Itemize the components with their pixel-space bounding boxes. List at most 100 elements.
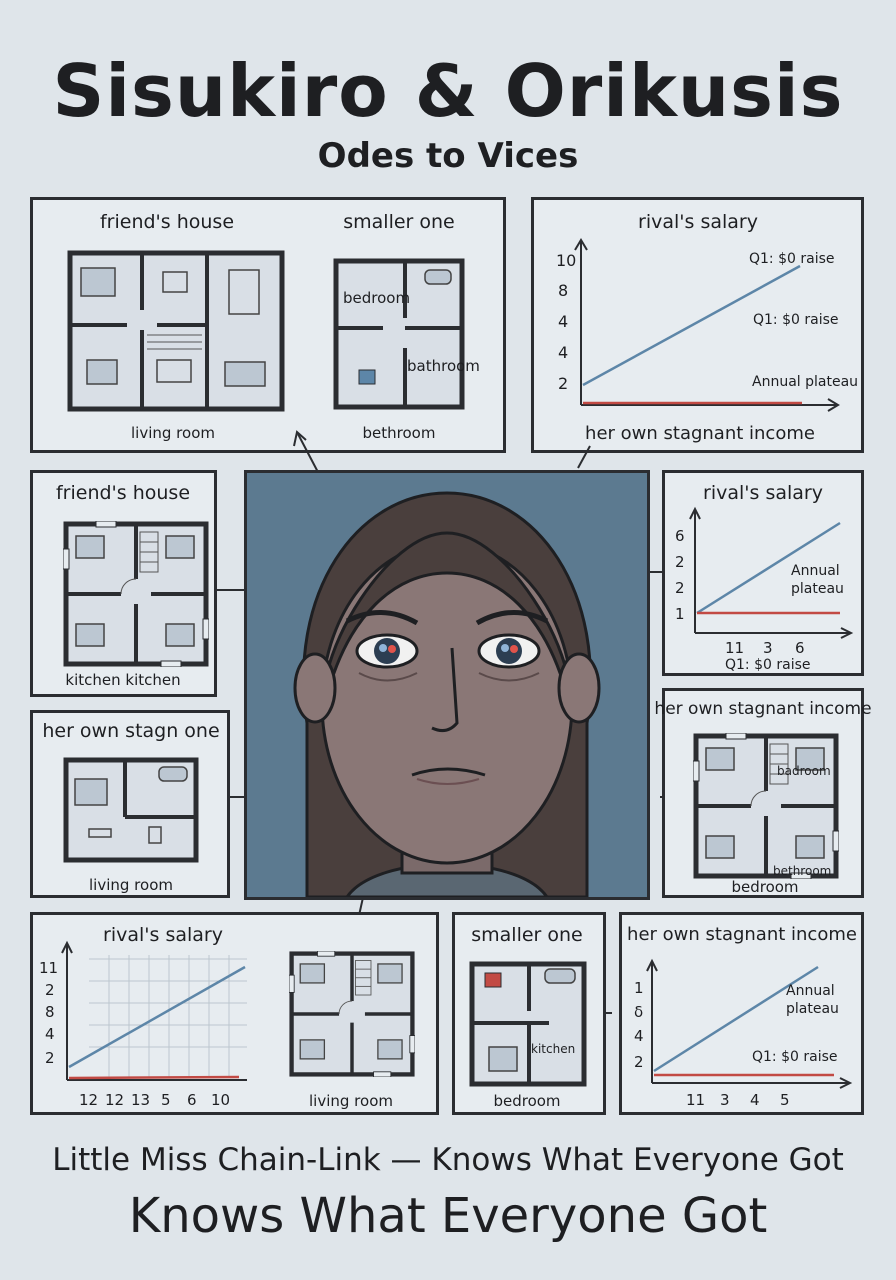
caption-rivals-salary-2: rival's salary bbox=[703, 482, 823, 504]
panel-rival-salary-chart: rival's salary 10 8 4 4 2 Q1: $0 raise Q… bbox=[531, 197, 864, 453]
plan-label-badroom: badroom bbox=[777, 764, 831, 778]
y-tick-3: 4 bbox=[558, 312, 568, 331]
x-tick-1: 11 bbox=[725, 639, 744, 657]
poster-subtitle: Odes to Vices bbox=[317, 136, 579, 176]
friends-house-floor-plan bbox=[67, 250, 285, 412]
y-tick-3: 2 bbox=[675, 579, 685, 597]
rival-salary-line-4 bbox=[653, 965, 819, 1073]
stagnant-home-floor-plan bbox=[693, 733, 839, 879]
panel-own-stagnant-income-chart: her own stagnant income 1 δ 4 2 11 3 4 5… bbox=[619, 912, 864, 1115]
panel-rival-salary-grid: rival's salary 11 2 8 4 2 12 12 13 5 6 1… bbox=[30, 912, 439, 1115]
room-label-bedroom: bedroom bbox=[731, 878, 799, 896]
annotation-annual-plateau: Annual plateau bbox=[752, 374, 858, 390]
mouth bbox=[411, 767, 486, 777]
salary-chart: 10 8 4 4 2 Q1: $0 raise Q1: $0 raise Ann… bbox=[556, 238, 858, 412]
x-tick-5: 6 bbox=[187, 1091, 197, 1109]
friends-house-floor-plan-2 bbox=[63, 521, 209, 667]
footer-tagline: Little Miss Chain-Link — Knows What Ever… bbox=[52, 1142, 844, 1178]
panel-own-stagnant-income-home: her own stagnant income badroom bethroom… bbox=[654, 688, 872, 898]
caption-her-own-stagn-one: her own stagn one bbox=[42, 720, 220, 742]
salary-grid-chart: 11 2 8 4 2 12 12 13 5 6 10 bbox=[39, 940, 247, 1109]
y-tick-4: 4 bbox=[45, 1025, 55, 1043]
y-tick-4: 1 bbox=[675, 605, 685, 623]
right-eyebrow bbox=[475, 610, 549, 626]
panel-rival-salary-chart-2: rival's salary 6 2 2 1 11 3 6 Annual pla… bbox=[662, 470, 864, 676]
panel-own-home: her own stagn one living room bbox=[30, 710, 230, 898]
caption-friends-house-2: friend's house bbox=[55, 482, 191, 504]
annotation-annual: Annual bbox=[791, 563, 840, 579]
y-tick-1: 6 bbox=[675, 527, 685, 545]
caption-her-own-stagnant-income-2: her own stagnant income bbox=[627, 924, 857, 945]
x-tick-2: 3 bbox=[763, 639, 773, 657]
y-tick-3: 4 bbox=[634, 1027, 644, 1045]
annotation-q1-raise: Q1: $0 raise bbox=[725, 657, 811, 673]
y-tick-1: 10 bbox=[556, 251, 576, 270]
own-income-line-3 bbox=[68, 1075, 240, 1080]
rival-salary-line bbox=[582, 264, 801, 387]
right-eye-heart-icon bbox=[510, 645, 518, 653]
panel-friends-house-2: friend's house kitchen kitchen bbox=[30, 470, 217, 697]
panel-smaller-one-2: smaller one kitchen bedroom bbox=[452, 912, 606, 1115]
right-eye-like-icon bbox=[501, 644, 509, 652]
x-tick-1: 11 bbox=[686, 1091, 705, 1109]
room-label-bedroom-2: bedroom bbox=[493, 1092, 561, 1110]
rival-salary-line-2 bbox=[696, 521, 841, 615]
plan-label-bethroom: bethroom bbox=[773, 864, 832, 878]
y-tick-2: 2 bbox=[45, 981, 55, 999]
x-tick-1: 12 bbox=[79, 1091, 98, 1109]
annotation-q1-raise: Q1: $0 raise bbox=[752, 1049, 838, 1065]
stagnant-income-chart: 1 δ 4 2 11 3 4 5 Annual plateau Q1: $0 r… bbox=[634, 958, 853, 1109]
y-tick-2: δ bbox=[634, 1003, 643, 1021]
annotation-plateau: plateau bbox=[791, 581, 844, 597]
plan-label-bedroom: bedroom bbox=[343, 289, 411, 307]
panel-house-comparison: friend's house smaller one bedroom bathr… bbox=[30, 197, 506, 453]
x-tick-4: 5 bbox=[161, 1091, 171, 1109]
plan-label-kitchen: kitchen bbox=[531, 1042, 576, 1056]
caption-rivals-salary: rival's salary bbox=[638, 211, 758, 233]
y-tick-4: 4 bbox=[558, 343, 568, 362]
caption-own-stagnant-income: her own stagnant income bbox=[585, 423, 815, 444]
x-tick-3: 4 bbox=[750, 1091, 760, 1109]
y-tick-1: 11 bbox=[39, 959, 58, 977]
caption-smaller-one: smaller one bbox=[343, 211, 455, 233]
caption-her-own-stagnant-income: her own stagnant income bbox=[654, 699, 872, 719]
room-label-kitchen: kitchen kitchen bbox=[65, 671, 181, 689]
room-label-living-room-3: living room bbox=[309, 1092, 393, 1110]
annotation-plateau: plateau bbox=[786, 1001, 839, 1017]
own-home-floor-plan bbox=[63, 757, 199, 863]
plan-label-bathroom: bathroom bbox=[407, 357, 480, 375]
annotation-annual: Annual bbox=[786, 983, 835, 999]
x-tick-3: 6 bbox=[795, 639, 805, 657]
smaller-house-floor-plan bbox=[333, 258, 465, 410]
portrait-envious-woman bbox=[244, 470, 650, 900]
room-label-bethroom: bethroom bbox=[362, 424, 436, 442]
room-label-living-room-2: living room bbox=[89, 876, 173, 894]
woman-face-illustration bbox=[293, 491, 601, 897]
poster-title: Sisukiro & Orikusis bbox=[52, 49, 844, 133]
x-tick-2: 12 bbox=[105, 1091, 124, 1109]
x-tick-4: 5 bbox=[780, 1091, 790, 1109]
y-tick-2: 8 bbox=[558, 281, 568, 300]
x-tick-6: 10 bbox=[211, 1091, 230, 1109]
annotation-q1-raise-1: Q1: $0 raise bbox=[749, 251, 835, 267]
room-label-living-room: living room bbox=[131, 424, 215, 442]
left-eyebrow bbox=[345, 610, 419, 626]
caption-friends-house: friend's house bbox=[99, 211, 235, 233]
salary-chart-2: 6 2 2 1 11 3 6 Annual plateau Q1: $0 rai… bbox=[675, 506, 854, 673]
caption-rivals-salary-3: rival's salary bbox=[103, 924, 223, 946]
nose bbox=[431, 647, 459, 733]
rival-salary-line-3 bbox=[68, 965, 246, 1069]
left-eye-heart-icon bbox=[388, 645, 396, 653]
y-tick-5: 2 bbox=[558, 374, 568, 393]
footer-headline: Knows What Everyone Got bbox=[128, 1188, 768, 1244]
x-tick-2: 3 bbox=[720, 1091, 730, 1109]
y-tick-1: 1 bbox=[634, 979, 644, 997]
y-tick-2: 2 bbox=[675, 553, 685, 571]
x-tick-3: 13 bbox=[131, 1091, 150, 1109]
y-tick-4: 2 bbox=[634, 1053, 644, 1071]
left-eye-like-icon bbox=[379, 644, 387, 652]
living-room-floor-plan bbox=[289, 951, 415, 1077]
heart-notification-icon bbox=[484, 972, 502, 988]
y-tick-3: 8 bbox=[45, 1003, 55, 1021]
y-tick-5: 2 bbox=[45, 1049, 55, 1067]
